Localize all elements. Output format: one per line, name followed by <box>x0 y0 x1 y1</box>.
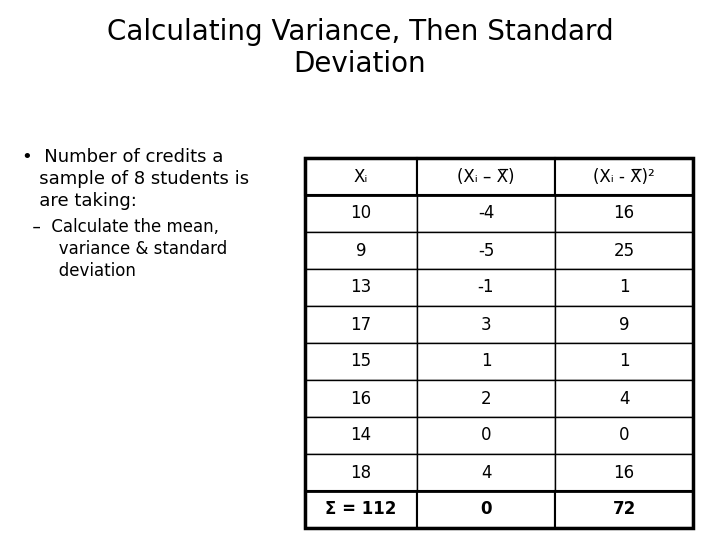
Text: Σ = 112: Σ = 112 <box>325 501 397 518</box>
Bar <box>305 158 693 528</box>
Bar <box>555 306 693 343</box>
Text: 17: 17 <box>351 315 372 334</box>
Text: 4: 4 <box>618 389 629 408</box>
Text: -4: -4 <box>478 205 494 222</box>
Bar <box>417 491 555 528</box>
Text: 15: 15 <box>351 353 372 370</box>
Text: 9: 9 <box>356 241 366 260</box>
Text: 0: 0 <box>480 501 492 518</box>
Bar <box>555 491 693 528</box>
Text: Xᵢ: Xᵢ <box>354 167 368 186</box>
Text: 72: 72 <box>613 501 636 518</box>
Bar <box>305 491 417 528</box>
Bar <box>555 158 693 195</box>
Text: –  Calculate the mean,: – Calculate the mean, <box>22 218 219 236</box>
Bar <box>417 454 555 491</box>
Bar <box>555 195 693 232</box>
Bar <box>417 343 555 380</box>
Text: 9: 9 <box>618 315 629 334</box>
Text: 0: 0 <box>618 427 629 444</box>
Text: (Xᵢ - X̅)²: (Xᵢ - X̅)² <box>593 167 655 186</box>
Text: 16: 16 <box>613 463 634 482</box>
Text: -1: -1 <box>478 279 494 296</box>
Bar <box>417 380 555 417</box>
Bar <box>305 306 417 343</box>
Bar <box>305 380 417 417</box>
Bar <box>555 454 693 491</box>
Text: Calculating Variance, Then Standard: Calculating Variance, Then Standard <box>107 18 613 46</box>
Bar <box>417 306 555 343</box>
Text: 1: 1 <box>618 353 629 370</box>
Text: 16: 16 <box>351 389 372 408</box>
Text: variance & standard: variance & standard <box>22 240 228 258</box>
Text: deviation: deviation <box>22 262 136 280</box>
Bar <box>417 158 555 195</box>
Text: 10: 10 <box>351 205 372 222</box>
Text: 13: 13 <box>351 279 372 296</box>
Bar <box>305 454 417 491</box>
Bar <box>305 158 417 195</box>
Bar <box>305 232 417 269</box>
Text: are taking:: are taking: <box>22 192 137 210</box>
Bar <box>417 269 555 306</box>
Text: sample of 8 students is: sample of 8 students is <box>22 170 249 188</box>
Text: 1: 1 <box>481 353 491 370</box>
Bar <box>555 343 693 380</box>
Text: (Xᵢ – X̅): (Xᵢ – X̅) <box>457 167 515 186</box>
Text: 4: 4 <box>481 463 491 482</box>
Text: 14: 14 <box>351 427 372 444</box>
Bar <box>417 417 555 454</box>
Text: 1: 1 <box>618 279 629 296</box>
Text: 3: 3 <box>481 315 491 334</box>
Bar <box>555 380 693 417</box>
Text: 2: 2 <box>481 389 491 408</box>
Text: 25: 25 <box>613 241 634 260</box>
Text: 16: 16 <box>613 205 634 222</box>
Bar <box>305 269 417 306</box>
Bar <box>305 343 417 380</box>
Text: •  Number of credits a: • Number of credits a <box>22 148 223 166</box>
Text: -5: -5 <box>478 241 494 260</box>
Bar <box>555 269 693 306</box>
Bar <box>555 417 693 454</box>
Text: 18: 18 <box>351 463 372 482</box>
Text: 0: 0 <box>481 427 491 444</box>
Bar <box>417 232 555 269</box>
Text: Deviation: Deviation <box>294 50 426 78</box>
Bar <box>305 195 417 232</box>
Bar <box>555 232 693 269</box>
Bar <box>305 417 417 454</box>
Bar <box>417 195 555 232</box>
